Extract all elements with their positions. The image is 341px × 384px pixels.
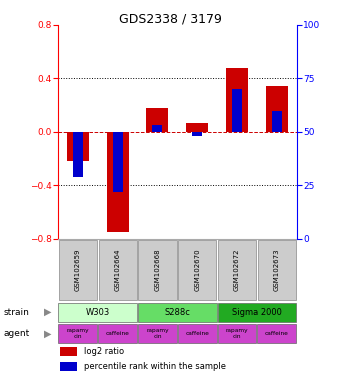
Text: rapamy
cin: rapamy cin [226, 328, 248, 339]
Text: W303: W303 [86, 308, 110, 317]
Bar [60, 348, 77, 356]
Bar [152, 126, 162, 132]
Bar [178, 324, 217, 343]
Bar [73, 132, 83, 177]
Bar [60, 362, 77, 371]
Bar [226, 68, 248, 132]
Text: GSM102672: GSM102672 [234, 249, 240, 291]
Text: S288c: S288c [164, 308, 190, 317]
Bar [218, 324, 256, 343]
Text: rapamy
cin: rapamy cin [66, 328, 89, 339]
Bar [138, 303, 217, 322]
Bar [266, 86, 288, 132]
Bar [147, 108, 168, 132]
Bar [218, 303, 296, 322]
Bar [107, 132, 129, 232]
Bar [218, 240, 256, 300]
Text: GSM102668: GSM102668 [154, 249, 160, 291]
Bar [58, 324, 98, 343]
Bar [113, 132, 123, 192]
Bar [59, 240, 97, 300]
Bar [67, 132, 89, 161]
Text: ▶: ▶ [44, 329, 51, 339]
Bar [98, 324, 137, 343]
Text: GSM102659: GSM102659 [75, 249, 81, 291]
Text: caffeine: caffeine [265, 331, 289, 336]
Text: agent: agent [3, 329, 30, 338]
Text: percentile rank within the sample: percentile rank within the sample [84, 362, 226, 371]
Bar [257, 324, 296, 343]
Text: GSM102673: GSM102673 [274, 249, 280, 291]
Bar [178, 240, 216, 300]
Bar [138, 324, 177, 343]
Text: rapamy
cin: rapamy cin [146, 328, 169, 339]
Text: Sigma 2000: Sigma 2000 [232, 308, 282, 317]
Bar [192, 132, 202, 136]
Bar [58, 303, 137, 322]
Text: log2 ratio: log2 ratio [84, 348, 124, 356]
Text: caffeine: caffeine [106, 331, 130, 336]
Bar [272, 111, 282, 132]
Text: caffeine: caffeine [185, 331, 209, 336]
Bar [138, 240, 177, 300]
Bar [232, 89, 242, 132]
Text: ▶: ▶ [44, 307, 51, 317]
Bar [186, 122, 208, 132]
Bar [258, 240, 296, 300]
Text: GSM102664: GSM102664 [115, 249, 121, 291]
Text: GSM102670: GSM102670 [194, 249, 200, 291]
Bar [99, 240, 137, 300]
Text: GDS2338 / 3179: GDS2338 / 3179 [119, 12, 222, 25]
Text: strain: strain [3, 308, 29, 317]
